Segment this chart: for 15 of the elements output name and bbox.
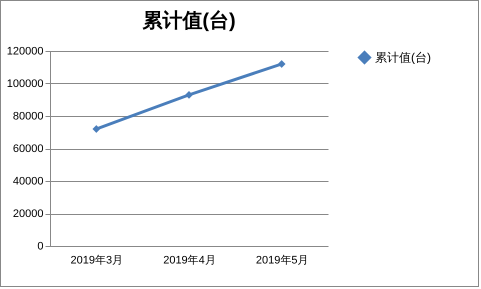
- y-tick-label: 40000: [12, 176, 44, 188]
- y-tick-label: 100000: [6, 78, 44, 90]
- chart-title: 累计值(台): [141, 9, 236, 32]
- y-tick-label: 60000: [12, 143, 44, 155]
- legend-label: 累计值(台): [375, 50, 431, 64]
- y-tick-label: 0: [37, 240, 44, 252]
- x-tick-label: 2019年5月: [256, 254, 308, 266]
- y-tick-label: 20000: [12, 208, 44, 220]
- x-tick-label: 2019年4月: [163, 254, 216, 266]
- y-tick-label: 80000: [12, 110, 44, 122]
- point: [185, 91, 193, 99]
- point: [278, 60, 286, 68]
- y-tick-label: 120000: [6, 46, 44, 58]
- x-tick-label: 2019年3月: [70, 254, 124, 266]
- point: [92, 125, 100, 133]
